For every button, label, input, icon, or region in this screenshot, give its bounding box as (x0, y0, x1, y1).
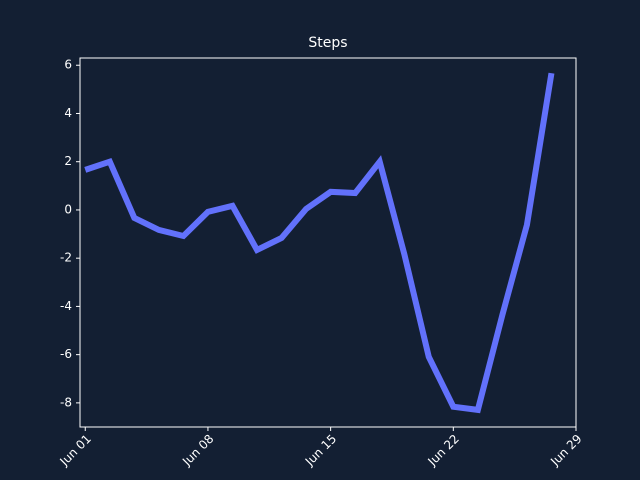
plot-frame (79, 57, 577, 428)
y-tick-label: -4 (60, 299, 72, 313)
y-tick-label: -8 (60, 395, 72, 409)
y-tick-label: 2 (64, 154, 72, 168)
y-tick-label: -6 (60, 347, 72, 361)
y-tick-label: 6 (64, 58, 72, 72)
y-tick-label: 0 (64, 202, 72, 216)
y-tick-label: 4 (64, 106, 72, 120)
y-tick-label: -2 (60, 251, 72, 265)
line (84, 72, 555, 414)
chart-title: Steps (308, 35, 347, 51)
